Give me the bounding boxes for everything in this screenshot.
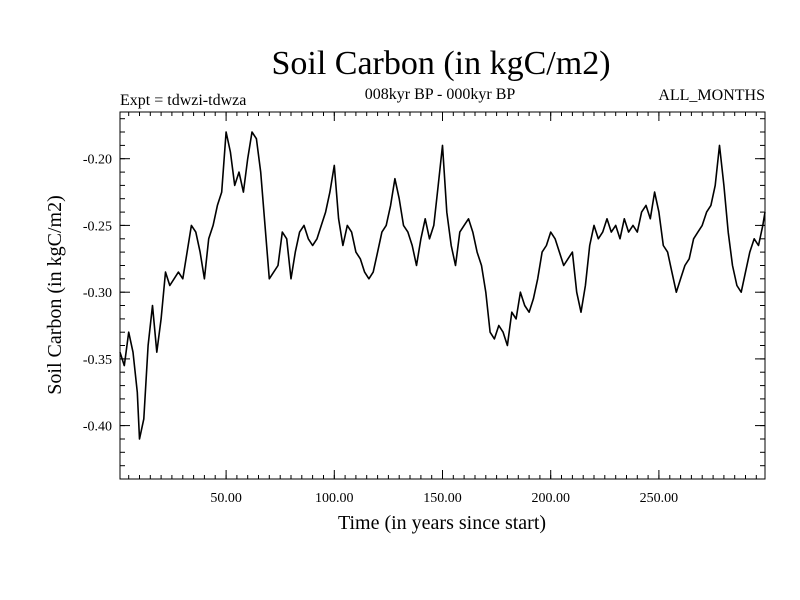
y-tick-label: -0.35 xyxy=(83,353,112,368)
minor-ticks xyxy=(120,112,765,480)
tick-labels: 50.00 100.00 150.00 200.00 250.00 -0.20 -0.25 -… xyxy=(83,153,678,506)
y-tick-label: -0.40 xyxy=(83,420,112,435)
x-tick-label: 150.00 xyxy=(423,491,462,506)
x-tick-label: 100.00 xyxy=(315,491,354,506)
y-tick-label: -0.20 xyxy=(83,153,112,168)
chart-title: Soil Carbon (in kgC/m2) xyxy=(271,45,611,82)
y-tick-label: -0.25 xyxy=(83,219,112,234)
x-axis-label: Time (in years since start) xyxy=(338,512,546,534)
experiment-label: Expt = tdwzi-tdwza xyxy=(120,92,247,109)
period-label: 008kyr BP - 000kyr BP xyxy=(364,86,516,103)
plot-frame xyxy=(119,111,766,480)
months-label: ALL_MONTHS xyxy=(658,87,765,104)
series-line xyxy=(119,131,766,440)
x-tick-label: 200.00 xyxy=(531,491,570,506)
x-tick-label: 250.00 xyxy=(640,491,679,506)
y-tick-label: -0.30 xyxy=(83,286,112,301)
y-axis-label: Soil Carbon (in kgC/m2) xyxy=(44,195,66,394)
major-ticks xyxy=(120,112,765,479)
x-tick-label: 50.00 xyxy=(210,491,242,506)
